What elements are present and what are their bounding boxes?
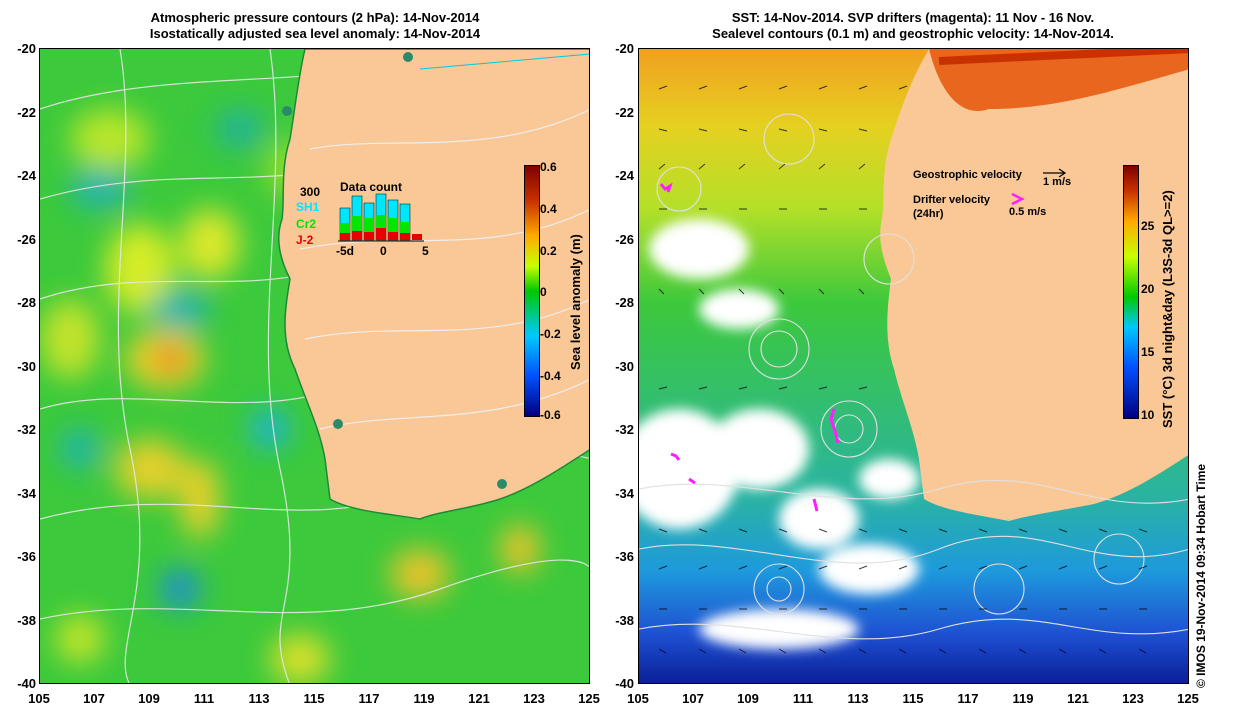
left-ytick: -32 (17, 422, 36, 437)
sst-map-graphic (639, 49, 1188, 683)
left-cbar-tick-1: 0.4 (540, 202, 557, 216)
left-cbar-tick-4: -0.2 (540, 327, 561, 341)
drifter-velocity-label: Drifter velocity (913, 194, 991, 206)
left-ytick: -34 (17, 486, 36, 501)
right-ytick: -30 (615, 359, 634, 374)
right-xtick: 109 (737, 691, 759, 706)
inset-bars (338, 193, 424, 242)
right-cbar-tick-15: 15 (1141, 345, 1155, 359)
geostrophic-arrow-icon (1043, 168, 1067, 178)
right-xtick: 119 (1012, 691, 1034, 706)
left-colorbar-label: Sea level anomaly (m) (568, 234, 583, 370)
left-cbar-tick-5: -0.4 (540, 369, 561, 383)
left-xtick: 111 (193, 691, 215, 706)
sea-level-map-graphic (40, 49, 589, 683)
inset-xtick-minus5: -5d (336, 244, 354, 258)
right-ytick: -34 (615, 486, 634, 501)
left-xtick: 123 (523, 691, 545, 706)
right-cbar-tick-20: 20 (1141, 282, 1155, 296)
left-ytick: -40 (17, 676, 36, 691)
left-xtick: 115 (303, 691, 325, 706)
right-ytick: -28 (615, 295, 634, 310)
left-title: Atmospheric pressure contours (2 hPa): 1… (40, 10, 590, 42)
left-ytick: -26 (17, 232, 36, 247)
right-ytick: -24 (615, 168, 634, 183)
left-title-line1: Atmospheric pressure contours (2 hPa): 1… (150, 10, 480, 25)
inset-title: Data count (340, 180, 403, 194)
right-title: SST: 14-Nov-2014. SVP drifters (magenta)… (638, 10, 1188, 42)
left-xtick: 121 (468, 691, 490, 706)
right-xtick: 113 (847, 691, 869, 706)
inset-series-cr2: Cr2 (296, 217, 317, 231)
right-ytick: -22 (615, 105, 634, 120)
right-ytick: -36 (615, 549, 634, 564)
right-ytick: -40 (615, 676, 634, 691)
geostrophic-velocity-scale: 1 m/s (1043, 176, 1072, 188)
left-ytick: -38 (17, 613, 36, 628)
geostrophic-velocity-label: Geostrophic velocity (913, 169, 1022, 181)
left-ytick: -24 (17, 168, 36, 183)
inset-xtick-0: 0 (380, 244, 387, 258)
left-xtick: 117 (358, 691, 380, 706)
sst-map[interactable] (638, 48, 1189, 684)
left-xtick: 109 (138, 691, 160, 706)
left-cbar-tick-3: 0 (540, 285, 547, 299)
left-xtick: 113 (248, 691, 270, 706)
right-xtick: 107 (682, 691, 704, 706)
right-xtick: 121 (1067, 691, 1089, 706)
drifter-velocity-sub: (24hr) (913, 208, 944, 220)
right-xtick: 111 (792, 691, 814, 706)
right-ytick: -32 (615, 422, 634, 437)
imos-credit: © IMOS 19-Nov-2014 09:34 Hobart Time (1194, 463, 1208, 688)
land-australia-left (277, 49, 589, 520)
left-cbar-tick-0: 0.6 (540, 160, 557, 174)
left-title-line2: Isostatically adjusted sea level anomaly… (149, 26, 481, 41)
right-xtick: 125 (1177, 691, 1199, 706)
sea-level-anomaly-map[interactable] (39, 48, 590, 684)
left-xtick: 119 (413, 691, 435, 706)
right-ytick: -26 (615, 232, 634, 247)
right-xtick: 117 (957, 691, 979, 706)
land-australia-right (880, 49, 1188, 521)
left-xtick: 125 (578, 691, 600, 706)
inset-series-j2: J-2 (296, 233, 314, 247)
left-xtick: 107 (83, 691, 105, 706)
left-ytick: -20 (17, 41, 36, 56)
left-ytick: -30 (17, 359, 36, 374)
left-xtick: 105 (28, 691, 50, 706)
right-xtick: 123 (1122, 691, 1144, 706)
drifter-arrow-icon (1011, 192, 1025, 206)
left-cbar-tick-6: -0.6 (540, 408, 561, 422)
right-cbar-tick-25: 25 (1141, 219, 1155, 233)
right-colorbar (1123, 165, 1139, 419)
left-ytick: -36 (17, 549, 36, 564)
right-ytick: -38 (615, 613, 634, 628)
right-colorbar-label: SST (°C) 3d night&day (L3S-3d QL>=2) (1160, 190, 1175, 428)
right-xtick: 115 (902, 691, 924, 706)
inset-series-sh1: SH1 (296, 200, 320, 214)
left-ytick: -28 (17, 295, 36, 310)
right-ytick: -20 (615, 41, 634, 56)
inset-max-label: 300 (300, 185, 321, 199)
drifter-velocity-scale: 0.5 m/s (1009, 206, 1047, 218)
data-count-inset: 300 Data count SH1 Cr2 J-2 -5d 0 5 (296, 180, 438, 260)
right-title-line1: SST: 14-Nov-2014. SVP drifters (magenta)… (731, 10, 1095, 25)
right-cbar-tick-10: 10 (1141, 408, 1155, 422)
right-title-line2: Sealevel contours (0.1 m) and geostrophi… (712, 26, 1114, 41)
right-xtick: 105 (627, 691, 649, 706)
left-cbar-tick-2: 0.2 (540, 244, 557, 258)
left-colorbar (524, 165, 540, 417)
left-ytick: -22 (17, 105, 36, 120)
inset-xtick-5: 5 (422, 244, 429, 258)
